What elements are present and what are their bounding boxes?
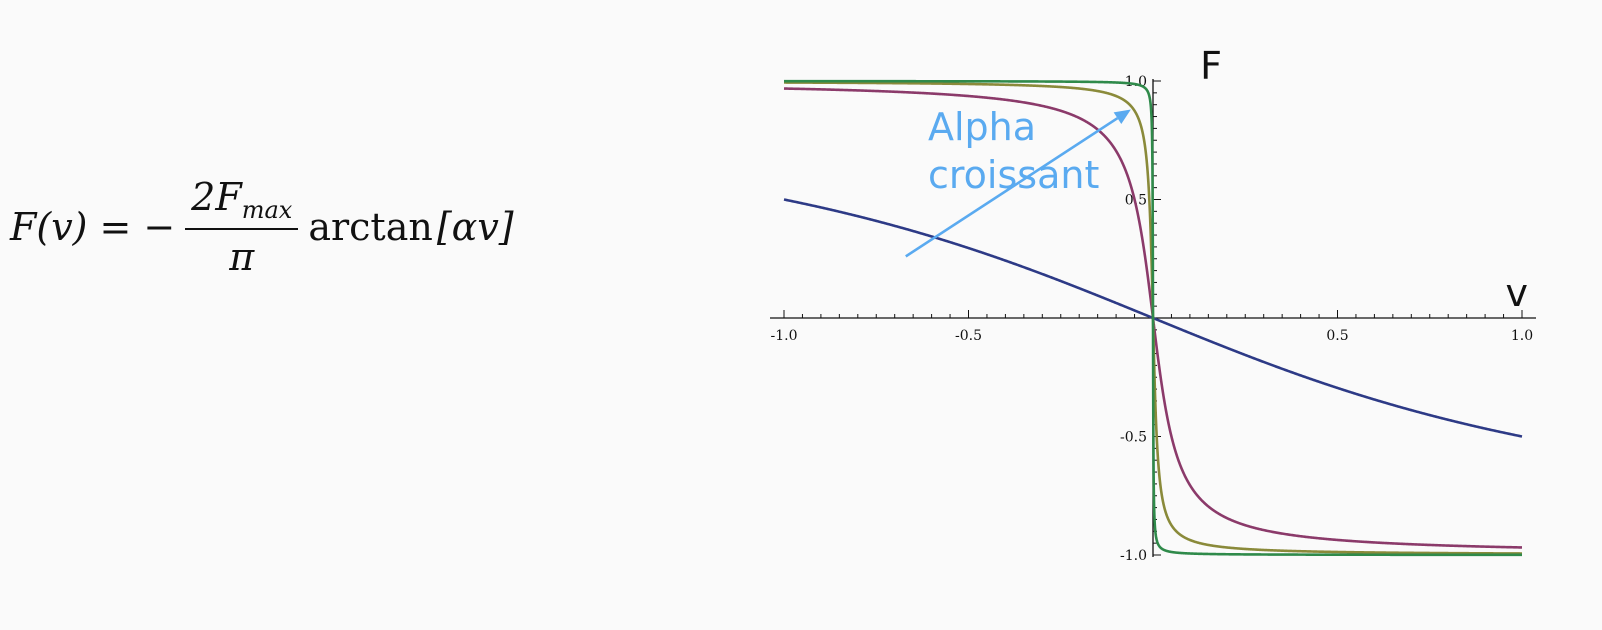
formula-numerator-sub: max [241, 196, 293, 224]
y-tick-label: -0.5 [1120, 430, 1147, 446]
series-layer [783, 79, 1523, 557]
formula-argument: [αv] [436, 205, 514, 249]
y-tick-label: -1.0 [1120, 548, 1147, 564]
formula-function: arctan [308, 205, 433, 249]
x-axis-title: v [1506, 271, 1529, 315]
formula-minus: − [143, 205, 176, 249]
x-tick-label: -1.0 [771, 328, 798, 344]
x-tick-label: -0.5 [955, 328, 982, 344]
annotation-line-1: Alpha [928, 105, 1036, 149]
x-tick-label: 1.0 [1511, 328, 1533, 344]
formula: F(v) = − 2Fmax π arctan [αv] [10, 172, 514, 282]
annotation-arrow-head [1113, 109, 1131, 125]
formula-numerator-coeff: 2F [191, 175, 242, 219]
x-tick-label: 0.5 [1326, 328, 1348, 344]
formula-fraction: 2Fmax π [185, 175, 299, 279]
annotation-line-2: croissant [928, 153, 1099, 197]
series-line-4 [784, 79, 1522, 557]
formula-denominator: π [229, 235, 255, 279]
annotation-arrow-shaft [905, 117, 1119, 258]
formula-lhs: F(v) [10, 205, 88, 249]
formula-numerator: 2Fmax [185, 175, 299, 230]
formula-equals: = [99, 205, 132, 249]
y-axis-title: F [1200, 44, 1222, 88]
